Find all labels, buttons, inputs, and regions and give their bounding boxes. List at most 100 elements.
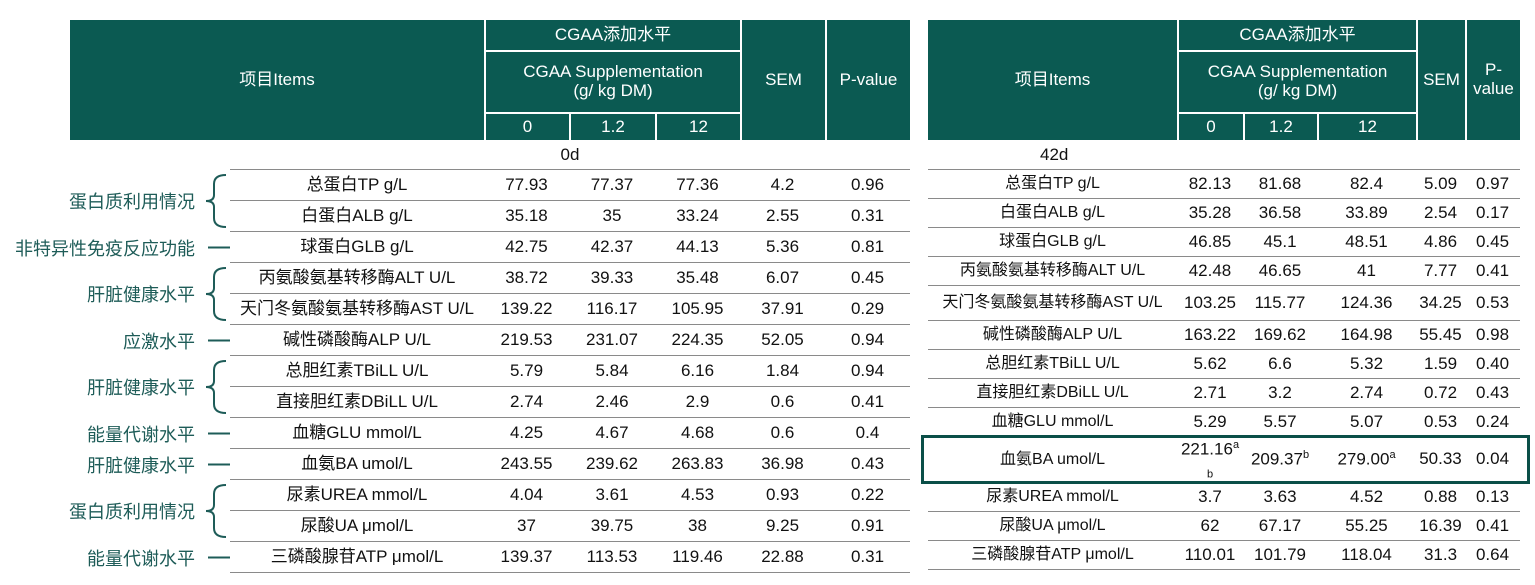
value-cell: 0.98 [1465, 321, 1520, 350]
value-cell: 163.22 [1177, 321, 1243, 350]
item-name: 总胆红素TBiLL U/L [230, 356, 484, 387]
value-cell: 2.74 [484, 387, 569, 418]
header-group-en: CGAA Supplementation (g/ kg DM) [484, 50, 740, 112]
value-cell: 0.43 [1465, 379, 1520, 408]
item-name: 尿酸UA μmol/L [928, 512, 1177, 541]
value-cell: 0.4 [825, 418, 910, 449]
value: 209.37 [1250, 449, 1303, 469]
header-sem: SEM [740, 20, 825, 140]
header-group-cn: CGAA添加水平 [1177, 20, 1416, 50]
value-cell: 4.86 [1416, 228, 1465, 257]
value-cell: 0.93 [740, 480, 825, 511]
header-level: 1.2 [1243, 112, 1317, 140]
value-cell: 6.6 [1243, 350, 1317, 379]
value-cell: 82.4 [1317, 170, 1416, 199]
value-cell: 103.25 [1177, 286, 1243, 321]
bracket [205, 360, 227, 414]
header-level: 1.2 [569, 112, 655, 140]
value-cell: 5.79 [484, 356, 569, 387]
side-label: 蛋白质利用情况 [69, 502, 195, 522]
value-cell: 42.37 [569, 232, 655, 263]
bracket [205, 267, 227, 321]
value-cell: 0.53 [1416, 408, 1465, 437]
value-cell: 36.98 [740, 449, 825, 480]
value-cell: 119.46 [655, 542, 740, 573]
value-cell: 82.13 [1177, 170, 1243, 199]
value-cell: 0.43 [825, 449, 910, 480]
header-level: 12 [655, 112, 740, 140]
value-cell: 67.17 [1243, 512, 1317, 541]
side-label: 肝脏健康水平 [87, 285, 195, 305]
value-cell: 37.91 [740, 294, 825, 325]
item-name: 直接胆红素DBiLL U/L [230, 387, 484, 418]
value-cell: 164.98 [1317, 321, 1416, 350]
value-cell: 48.51 [1317, 228, 1416, 257]
value-cell: 55.25 [1317, 512, 1416, 541]
value-cell: 41 [1317, 257, 1416, 286]
value-cell: 22.88 [740, 542, 825, 573]
value-cell: 39.33 [569, 263, 655, 294]
value-cell: 81.68 [1243, 170, 1317, 199]
value-cell: 231.07 [569, 325, 655, 356]
superscript: a [1389, 449, 1396, 462]
value-cell: 36.58 [1243, 199, 1317, 228]
value-cell: 0.72 [1416, 379, 1465, 408]
side-label: 应激水平 [123, 331, 195, 352]
item-name: 三磷酸腺苷ATP μmol/L [230, 542, 484, 573]
value-cell: 4.2 [740, 170, 825, 201]
value-cell: 77.36 [655, 170, 740, 201]
value-cell: 2.55 [740, 201, 825, 232]
value-cell: 4.67 [569, 418, 655, 449]
header-line: CGAA Supplementation [523, 62, 703, 82]
item-name: 总蛋白TP g/L [230, 170, 484, 201]
value-cell: 0.41 [1465, 257, 1520, 286]
value-cell: 219.53 [484, 325, 569, 356]
value-cell: 224.35 [655, 325, 740, 356]
value-cell: 3.61 [569, 480, 655, 511]
side-label: 能量代谢水平 [87, 424, 195, 445]
value-cell: 35.18 [484, 201, 569, 232]
item-name: 球蛋白GLB g/L [230, 232, 484, 263]
value-cell: 0.45 [1465, 228, 1520, 257]
item-name: 总蛋白TP g/L [928, 170, 1177, 199]
subscript: b [1206, 468, 1214, 481]
value-cell: 239.62 [569, 449, 655, 480]
value-cell: 169.62 [1243, 321, 1317, 350]
value-cell: 0.96 [825, 170, 910, 201]
value-cell: 46.85 [1177, 228, 1243, 257]
item-name: 天门冬氨酸氨基转移酶AST U/L [928, 286, 1177, 321]
value-cell: 139.37 [484, 542, 569, 573]
value-cell: 35 [569, 201, 655, 232]
value-cell: 0.94 [825, 356, 910, 387]
value-cell: 9.25 [740, 511, 825, 542]
item-name: 碱性磷酸酶ALP U/L [928, 321, 1177, 350]
value-cell: 105.95 [655, 294, 740, 325]
value-cell: 0.6 [740, 418, 825, 449]
value-cell: 0.31 [825, 542, 910, 573]
value-cell: 0.88 [1416, 483, 1465, 512]
header-p: P-value [1465, 20, 1520, 140]
value-cell: 124.36 [1317, 286, 1416, 321]
side-label: 蛋白质利用情况 [69, 192, 195, 212]
value-cell: 42.75 [484, 232, 569, 263]
value-cell: 77.93 [484, 170, 569, 201]
value-cell: 4.68 [655, 418, 740, 449]
header-level: 0 [484, 112, 569, 140]
item-name: 血氨BA umol/L [230, 449, 484, 480]
value-cell: 0.91 [825, 511, 910, 542]
value-cell: 33.89 [1317, 199, 1416, 228]
header-p: P-value [825, 20, 910, 140]
value-cell: 139.22 [484, 294, 569, 325]
header-items: 项目Items [70, 20, 484, 140]
value-cell: 4.52 [1317, 483, 1416, 512]
value-cell: 0.24 [1465, 408, 1520, 437]
header-line: (g/ kg DM) [1257, 81, 1338, 100]
item-name: 血糖GLU mmol/L [230, 418, 484, 449]
item-name: 碱性磷酸酶ALP U/L [230, 325, 484, 356]
item-name: 丙氨酸氨基转移酶ALT U/L [230, 263, 484, 294]
value-cell: 2.54 [1416, 199, 1465, 228]
item-name: 三磷酸腺苷ATP μmol/L [928, 541, 1177, 570]
value-cell: 0.81 [825, 232, 910, 263]
header-line: (g/ kg DM) [573, 81, 653, 100]
item-name: 球蛋白GLB g/L [928, 228, 1177, 257]
